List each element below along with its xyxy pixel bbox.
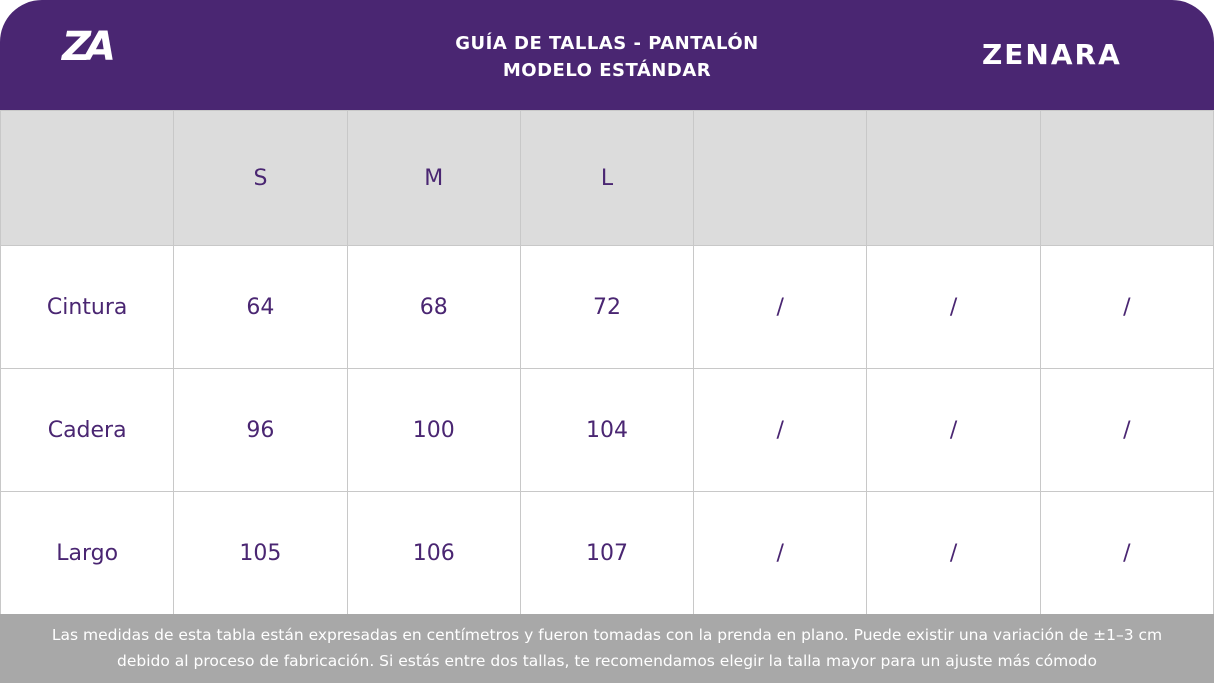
footer-note: Las medidas de esta tabla están expresad… [0, 614, 1214, 683]
cell: 96 [173, 368, 348, 492]
size-table: S M L Cintura 64 68 72// / Cadera 96 100 104// / Larg… [0, 110, 1214, 615]
cell: / [866, 491, 1041, 615]
note-line: Las medidas de esta tabla están expresad… [51, 626, 1163, 644]
column-header: L [519, 110, 695, 246]
cell: / [1039, 491, 1214, 615]
column-header [866, 110, 1041, 246]
table-row: Cadera 96 100 104// / [0, 368, 1214, 492]
title-line: MODELO ESTÁNDAR [502, 60, 712, 81]
cell: 72 [519, 245, 695, 369]
title: GUÍA DE TALLAS - PANTALÓN MODELO ESTÁNDA… [0, 30, 1214, 84]
cell: 64 [173, 245, 348, 369]
note-line: debido al proceso de fabricación. Si est… [117, 652, 1097, 670]
title-line: GUÍA DE TALLAS - PANTALÓN [455, 33, 759, 54]
column-header: S [173, 110, 348, 246]
row-label: Cadera [0, 368, 175, 492]
cell: 105 [173, 491, 348, 615]
cell: / [866, 368, 1041, 492]
cell: 106 [346, 491, 521, 615]
cell: 104 [519, 368, 695, 492]
cell: / [693, 245, 868, 369]
logo: ZA [62, 24, 116, 70]
cell: / [1039, 368, 1214, 492]
row-label: Largo [0, 491, 175, 615]
cell: 68 [346, 245, 521, 369]
cell: / [693, 368, 868, 492]
row-label: Cintura [0, 245, 175, 369]
cell: / [866, 245, 1041, 369]
table-row: Cintura 64 68 72// / [0, 245, 1214, 369]
column-header [0, 110, 175, 246]
table-row: Largo 105 106 107// / [0, 491, 1214, 615]
column-header: M [346, 110, 521, 246]
brand: ZENARA [982, 38, 1122, 71]
cell: 100 [346, 368, 521, 492]
header: ZA GUÍA DE TALLAS - PANTALÓN MODELO ESTÁ… [0, 0, 1214, 110]
cell: 107 [519, 491, 695, 615]
cell: / [1039, 245, 1214, 369]
column-header [1039, 110, 1214, 246]
cell: / [693, 491, 868, 615]
column-header [693, 110, 868, 246]
